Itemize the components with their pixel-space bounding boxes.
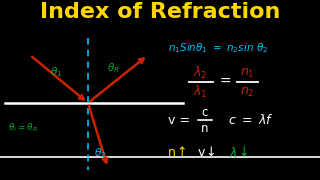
Text: $\theta_1$: $\theta_1$ bbox=[50, 65, 62, 79]
Text: $\lambda_2$: $\lambda_2$ bbox=[193, 65, 207, 81]
Text: $n_2$: $n_2$ bbox=[240, 86, 254, 99]
Text: v =: v = bbox=[168, 114, 190, 127]
Text: $\theta_R$: $\theta_R$ bbox=[107, 61, 119, 75]
Text: c: c bbox=[202, 107, 208, 120]
Text: $\lambda$: $\lambda$ bbox=[229, 146, 237, 160]
Text: ↓: ↓ bbox=[206, 147, 216, 159]
Text: ↓: ↓ bbox=[239, 147, 249, 159]
Text: $n_1$: $n_1$ bbox=[240, 66, 254, 80]
Text: n: n bbox=[168, 147, 176, 159]
Text: n: n bbox=[201, 122, 209, 134]
Text: $n_1 Sin\theta_1\ =\ n_2 sin\ \theta_2$: $n_1 Sin\theta_1\ =\ n_2 sin\ \theta_2$ bbox=[168, 41, 268, 55]
Text: Index of Refraction: Index of Refraction bbox=[40, 2, 280, 22]
Text: $\theta_2$: $\theta_2$ bbox=[94, 146, 106, 160]
Text: =: = bbox=[219, 75, 231, 89]
Text: $\lambda_1$: $\lambda_1$ bbox=[193, 84, 207, 100]
Text: ↑: ↑ bbox=[177, 147, 187, 159]
Text: v: v bbox=[197, 147, 205, 159]
Text: $\theta_i=\theta_R$: $\theta_i=\theta_R$ bbox=[8, 122, 38, 134]
Text: $c\ =\ \lambda f$: $c\ =\ \lambda f$ bbox=[228, 113, 274, 127]
